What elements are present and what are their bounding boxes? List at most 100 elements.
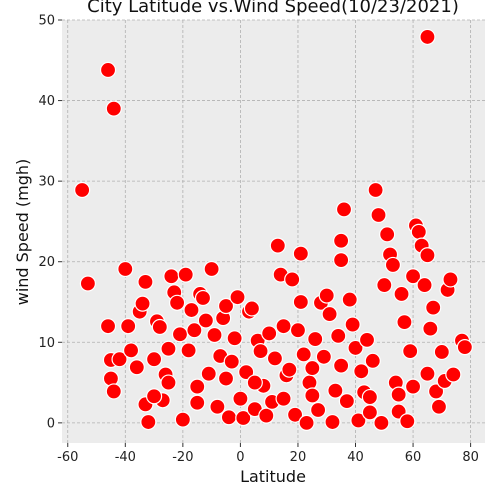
scatter-point <box>347 339 364 357</box>
scatter-point <box>396 314 413 331</box>
scatter-point <box>358 331 376 348</box>
scatter-point <box>456 339 473 356</box>
scatter-point <box>220 409 237 426</box>
scatter-point <box>402 343 419 360</box>
scatter-point <box>169 294 186 311</box>
scatter-point <box>419 365 436 382</box>
scatter-point <box>321 305 338 323</box>
scatter-point <box>442 271 459 288</box>
scatter-point <box>304 359 321 377</box>
scatter-point <box>284 271 301 288</box>
scatter-point <box>292 293 309 311</box>
scatter-point <box>304 387 321 404</box>
scatter-point <box>318 287 335 304</box>
scatter-point <box>310 401 327 419</box>
scatter-point <box>232 390 249 407</box>
scatter-point <box>160 374 177 391</box>
y-tick-label: 0 <box>47 416 55 431</box>
x-tick-label: -20 <box>172 450 193 465</box>
scatter-point <box>74 181 91 199</box>
scatter-point <box>186 322 203 339</box>
scatter-point <box>183 301 200 319</box>
scatter-point <box>370 206 387 224</box>
scatter-point <box>427 383 445 400</box>
y-tick-label: 20 <box>38 255 55 270</box>
scatter-point <box>111 351 128 368</box>
scatter-point <box>373 414 390 431</box>
scatter-point <box>145 388 163 405</box>
scatter-point <box>390 386 407 403</box>
scatter-point <box>117 260 134 278</box>
scatter-point <box>194 289 212 307</box>
scatter-point <box>384 256 402 274</box>
scatter-point <box>286 406 304 423</box>
scatter-point <box>275 390 292 407</box>
scatter-point <box>189 378 206 395</box>
scatter-point <box>379 226 396 243</box>
scatter-point <box>217 297 235 315</box>
scatter-point <box>217 370 235 387</box>
scatter-point <box>404 268 422 285</box>
scatter-point <box>246 374 263 391</box>
scatter-point <box>399 413 416 430</box>
x-axis-label: Latitude <box>240 467 306 486</box>
scatter-point <box>243 300 261 317</box>
scatter-point <box>361 404 378 421</box>
scatter-point <box>200 365 217 382</box>
y-tick-label: 50 <box>38 14 55 29</box>
y-axis-label: wind Speed (mgh) <box>13 159 32 306</box>
scatter-point <box>327 382 344 399</box>
scatter-point <box>160 340 177 357</box>
scatter-point <box>235 409 252 427</box>
scatter-point <box>341 291 358 308</box>
scatter-point <box>404 378 422 395</box>
x-tick-label: 60 <box>405 450 422 465</box>
scatter-point <box>295 346 312 363</box>
scatter-point <box>393 285 410 303</box>
scatter-point <box>174 411 191 428</box>
scatter-point <box>416 276 433 294</box>
scatter-point <box>410 223 427 241</box>
scatter-point <box>163 268 180 285</box>
y-tick-label: 30 <box>38 175 55 190</box>
scatter-point <box>364 352 381 369</box>
plot-area: -60 -40 -20 0 20 40 60 80 0 10 20 30 40 50 <box>38 14 485 465</box>
scatter-point <box>433 343 450 361</box>
x-tick-label: -60 <box>57 450 78 465</box>
scatter-point <box>425 299 442 316</box>
scatter-point <box>289 322 307 339</box>
scatter-point <box>252 343 269 360</box>
scatter-point <box>171 326 189 343</box>
scatter-point <box>367 181 384 199</box>
scatter-point <box>122 342 140 359</box>
scatter-point <box>445 366 462 383</box>
scatter-point <box>145 351 163 368</box>
y-tick-label: 10 <box>38 336 55 351</box>
scatter-point <box>335 201 353 218</box>
scatter-point <box>238 363 255 381</box>
scatter-point <box>206 326 223 344</box>
scatter-point <box>350 412 367 429</box>
scatter-point <box>419 247 436 264</box>
scatter-point <box>209 398 226 415</box>
x-tick-label: 80 <box>462 450 479 465</box>
scatter-point <box>333 232 350 249</box>
scatter-point <box>258 407 275 424</box>
scatter-point <box>307 330 324 348</box>
scatter-point <box>330 327 347 344</box>
scatter-point <box>203 260 220 278</box>
chart-title: City Latitude vs.Wind Speed(10/23/2021) <box>87 0 459 17</box>
x-tick-label: 20 <box>290 450 307 465</box>
scatter-point <box>376 276 393 294</box>
scatter-point <box>333 252 350 269</box>
y-tick-label: 40 <box>38 94 55 109</box>
scatter-point <box>361 388 378 406</box>
scatter-point <box>229 289 246 306</box>
scatter-point <box>324 413 341 431</box>
scatter-point <box>269 237 286 254</box>
scatter-point <box>120 318 137 335</box>
scatter-point <box>261 325 278 342</box>
scatter-point <box>99 61 117 79</box>
